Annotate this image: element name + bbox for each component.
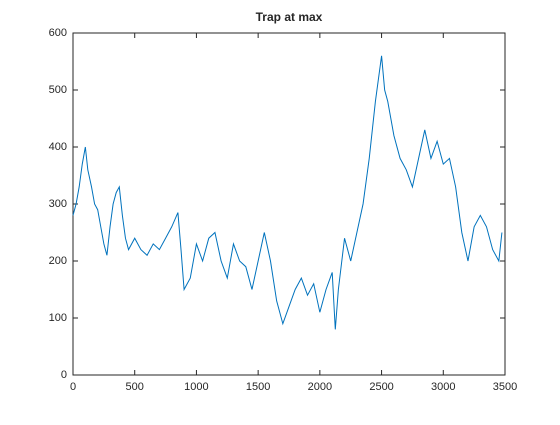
x-tick-label: 0 xyxy=(70,381,76,393)
y-tick-label: 600 xyxy=(49,27,67,39)
line-series xyxy=(72,55,503,330)
chart-title: Trap at max xyxy=(256,10,323,24)
y-tick-label: 300 xyxy=(49,198,67,210)
x-tick-label: 1000 xyxy=(184,381,208,393)
x-tick-label: 1500 xyxy=(246,381,270,393)
x-tick-label: 3000 xyxy=(431,381,455,393)
y-tick-label: 500 xyxy=(49,84,67,96)
x-tick-label: 2500 xyxy=(369,381,393,393)
y-tick-label: 0 xyxy=(61,369,67,381)
x-tick-label: 3500 xyxy=(493,381,517,393)
y-tick-label: 200 xyxy=(49,255,67,267)
x-tick-label: 2000 xyxy=(308,381,332,393)
x-tick-label: 500 xyxy=(126,381,144,393)
y-tick-label: 100 xyxy=(49,312,67,324)
plot-area xyxy=(72,32,506,376)
y-tick-label: 400 xyxy=(49,141,67,153)
